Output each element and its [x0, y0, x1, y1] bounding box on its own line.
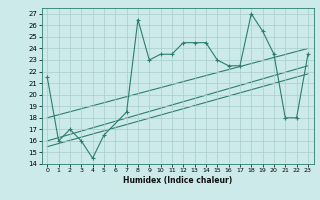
- X-axis label: Humidex (Indice chaleur): Humidex (Indice chaleur): [123, 176, 232, 185]
